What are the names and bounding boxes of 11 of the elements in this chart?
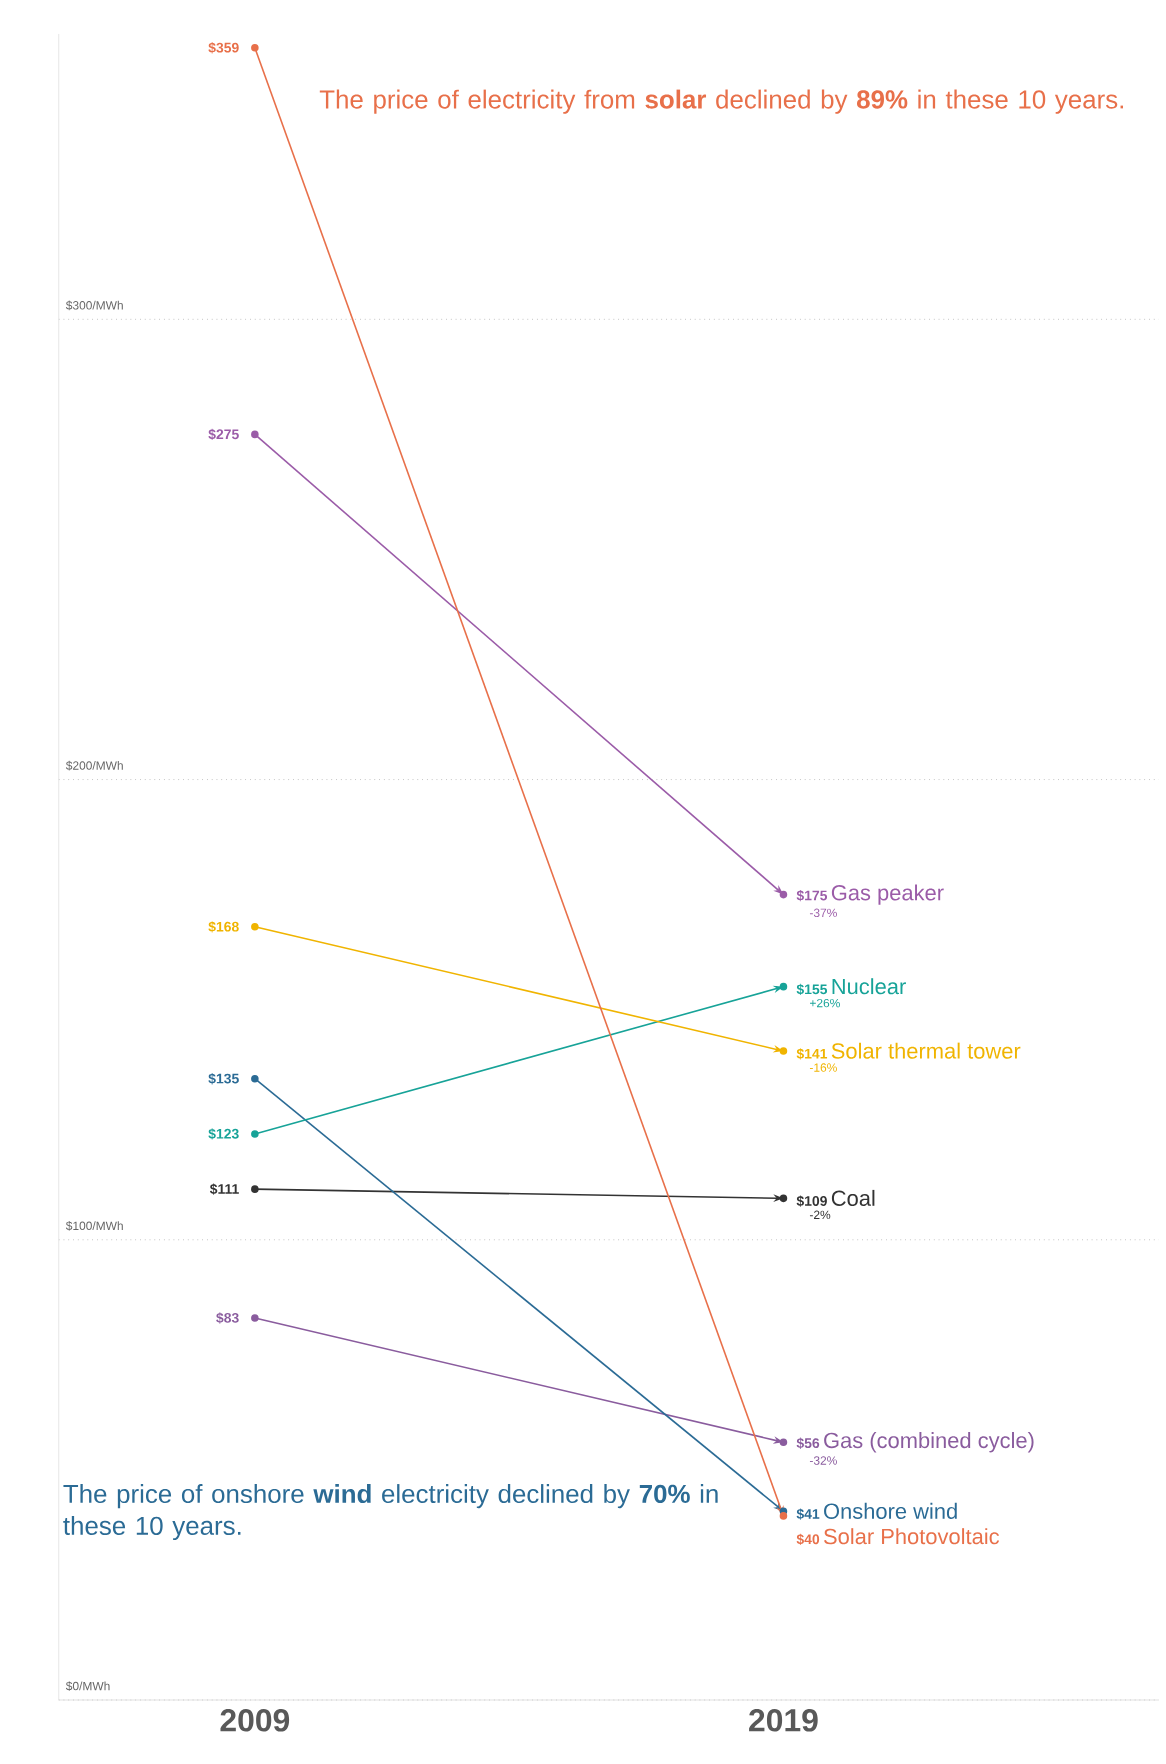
x-tick-label: 2009: [220, 1709, 289, 1732]
legend-label: Gas (combined cycle): [823, 1432, 1034, 1453]
legend-label: Nuclear: [832, 978, 906, 995]
legend-label: Onshore wind: [823, 1502, 957, 1519]
x-tick-label: 2019: [748, 1709, 818, 1732]
annotation: The price of electricity from solar declined by 89% in these 10 years.: [319, 89, 1123, 114]
legend-label: Gas peaker: [831, 884, 944, 905]
text: The price of onshore wind electricity declined by 70% in these 10 years.: [62, 1484, 718, 1541]
series-label: Solar Photovoltaic: [823, 1528, 999, 1545]
legend-label: Solar thermal tower: [831, 1042, 1021, 1059]
legend-label: Coal: [831, 1189, 874, 1206]
